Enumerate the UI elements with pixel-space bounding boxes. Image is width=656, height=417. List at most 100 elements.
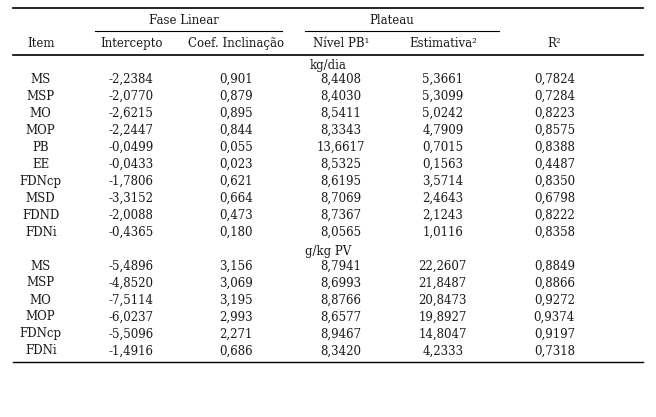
Text: -4,8520: -4,8520 <box>109 276 154 289</box>
Text: 8,9467: 8,9467 <box>321 327 361 341</box>
Text: 0,7824: 0,7824 <box>534 73 575 85</box>
Text: -2,0088: -2,0088 <box>109 208 154 221</box>
Text: -0,0433: -0,0433 <box>109 158 154 171</box>
Text: 0,8223: 0,8223 <box>534 106 575 120</box>
Text: FDNcp: FDNcp <box>20 327 62 341</box>
Text: 8,3343: 8,3343 <box>321 123 361 136</box>
Text: Estimativa²: Estimativa² <box>409 37 477 50</box>
Text: MSP: MSP <box>27 90 54 103</box>
Text: 4,2333: 4,2333 <box>422 344 463 357</box>
Text: 0,8575: 0,8575 <box>534 123 575 136</box>
Text: Intercepto: Intercepto <box>100 37 163 50</box>
Text: -5,4896: -5,4896 <box>109 259 154 272</box>
Text: Plateau: Plateau <box>369 13 415 27</box>
Text: g/kg PV: g/kg PV <box>305 244 351 258</box>
Text: 0,473: 0,473 <box>219 208 253 221</box>
Text: 0,1563: 0,1563 <box>422 158 463 171</box>
Text: 0,844: 0,844 <box>219 123 253 136</box>
Text: -2,6215: -2,6215 <box>109 106 154 120</box>
Text: 14,8047: 14,8047 <box>419 327 467 341</box>
Text: MS: MS <box>31 259 51 272</box>
Text: 8,7069: 8,7069 <box>321 191 361 204</box>
Text: FDND: FDND <box>22 208 59 221</box>
Text: MS: MS <box>31 73 51 85</box>
Text: 8,6195: 8,6195 <box>321 174 361 188</box>
Text: -1,7806: -1,7806 <box>109 174 154 188</box>
Text: 0,879: 0,879 <box>219 90 253 103</box>
Text: 8,0565: 8,0565 <box>321 226 361 239</box>
Text: 8,7941: 8,7941 <box>321 259 361 272</box>
Text: FDNcp: FDNcp <box>20 174 62 188</box>
Text: 0,4487: 0,4487 <box>534 158 575 171</box>
Text: Fase Linear: Fase Linear <box>149 13 218 27</box>
Text: 8,6993: 8,6993 <box>321 276 361 289</box>
Text: 5,3099: 5,3099 <box>422 90 463 103</box>
Text: 8,3420: 8,3420 <box>321 344 361 357</box>
Text: -1,4916: -1,4916 <box>109 344 154 357</box>
Text: 0,180: 0,180 <box>219 226 253 239</box>
Text: 0,9272: 0,9272 <box>534 294 575 306</box>
Text: 8,4408: 8,4408 <box>321 73 361 85</box>
Text: -0,4365: -0,4365 <box>109 226 154 239</box>
Text: 8,5325: 8,5325 <box>321 158 361 171</box>
Text: 0,9374: 0,9374 <box>534 311 575 324</box>
Text: PB: PB <box>32 141 49 153</box>
Text: R²: R² <box>548 37 561 50</box>
Text: 3,195: 3,195 <box>219 294 253 306</box>
Text: 0,901: 0,901 <box>219 73 253 85</box>
Text: Item: Item <box>27 37 54 50</box>
Text: 0,9197: 0,9197 <box>534 327 575 341</box>
Text: 8,7367: 8,7367 <box>321 208 361 221</box>
Text: 5,3661: 5,3661 <box>422 73 463 85</box>
Text: -2,2447: -2,2447 <box>109 123 154 136</box>
Text: 2,1243: 2,1243 <box>422 208 463 221</box>
Text: 3,156: 3,156 <box>219 259 253 272</box>
Text: -7,5114: -7,5114 <box>109 294 154 306</box>
Text: Nível PB¹: Nível PB¹ <box>313 37 369 50</box>
Text: 19,8927: 19,8927 <box>419 311 467 324</box>
Text: 2,271: 2,271 <box>220 327 253 341</box>
Text: 0,7318: 0,7318 <box>534 344 575 357</box>
Text: 0,8222: 0,8222 <box>534 208 575 221</box>
Text: -2,2384: -2,2384 <box>109 73 154 85</box>
Text: FDNi: FDNi <box>25 226 56 239</box>
Text: 0,8866: 0,8866 <box>534 276 575 289</box>
Text: 1,0116: 1,0116 <box>422 226 463 239</box>
Text: -3,3152: -3,3152 <box>109 191 154 204</box>
Text: 5,0242: 5,0242 <box>422 106 463 120</box>
Text: 8,5411: 8,5411 <box>321 106 361 120</box>
Text: MO: MO <box>30 294 52 306</box>
Text: 0,6798: 0,6798 <box>534 191 575 204</box>
Text: 21,8487: 21,8487 <box>419 276 467 289</box>
Text: 0,664: 0,664 <box>219 191 253 204</box>
Text: 0,055: 0,055 <box>219 141 253 153</box>
Text: 3,069: 3,069 <box>219 276 253 289</box>
Text: 8,4030: 8,4030 <box>321 90 361 103</box>
Text: 2,4643: 2,4643 <box>422 191 463 204</box>
Text: 0,8358: 0,8358 <box>534 226 575 239</box>
Text: 13,6617: 13,6617 <box>317 141 365 153</box>
Text: 0,7015: 0,7015 <box>422 141 463 153</box>
Text: kg/dia: kg/dia <box>310 58 346 71</box>
Text: -5,5096: -5,5096 <box>109 327 154 341</box>
Text: MOP: MOP <box>26 311 56 324</box>
Text: -6,0237: -6,0237 <box>109 311 154 324</box>
Text: 20,8473: 20,8473 <box>419 294 467 306</box>
Text: 3,5714: 3,5714 <box>422 174 463 188</box>
Text: -2,0770: -2,0770 <box>109 90 154 103</box>
Text: 8,6577: 8,6577 <box>321 311 361 324</box>
Text: 0,7284: 0,7284 <box>534 90 575 103</box>
Text: 0,8350: 0,8350 <box>534 174 575 188</box>
Text: FDNi: FDNi <box>25 344 56 357</box>
Text: 4,7909: 4,7909 <box>422 123 463 136</box>
Text: 0,686: 0,686 <box>219 344 253 357</box>
Text: 8,8766: 8,8766 <box>321 294 361 306</box>
Text: 0,895: 0,895 <box>219 106 253 120</box>
Text: -0,0499: -0,0499 <box>109 141 154 153</box>
Text: 0,621: 0,621 <box>219 174 253 188</box>
Text: EE: EE <box>32 158 49 171</box>
Text: MO: MO <box>30 106 52 120</box>
Text: MOP: MOP <box>26 123 56 136</box>
Text: 22,2607: 22,2607 <box>419 259 467 272</box>
Text: 2,993: 2,993 <box>219 311 253 324</box>
